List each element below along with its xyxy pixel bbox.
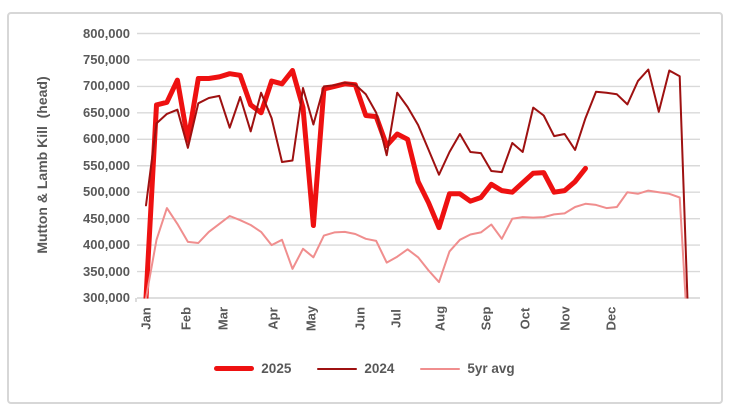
legend-label: 5yr avg bbox=[467, 361, 515, 376]
y-tick-label: 500,000 bbox=[83, 184, 130, 200]
x-tick-label-Nov: Nov bbox=[557, 306, 573, 331]
legend-line-swatch bbox=[420, 367, 461, 370]
x-tick-label-Mar: Mar bbox=[215, 306, 231, 331]
y-tick-label: 700,000 bbox=[83, 78, 130, 94]
legend-label: 2025 bbox=[261, 361, 292, 376]
x-tick-label-May: May bbox=[303, 305, 319, 332]
x-tick-label-Aug: Aug bbox=[432, 305, 448, 332]
y-tick-label: 800,000 bbox=[83, 25, 130, 41]
legend-line-swatch bbox=[317, 367, 358, 370]
y-tick-label: 650,000 bbox=[83, 104, 130, 120]
x-tick-label-Feb: Feb bbox=[178, 306, 194, 331]
y-tick-label: 600,000 bbox=[83, 131, 130, 147]
legend-line-swatch bbox=[214, 366, 255, 371]
x-tick-label-Jun: Jun bbox=[352, 306, 368, 331]
legend-item-2024: 2024 bbox=[317, 361, 394, 376]
y-tick-label: 350,000 bbox=[83, 263, 130, 279]
y-tick-label: 300,000 bbox=[83, 290, 130, 305]
y-tick-label: 400,000 bbox=[83, 237, 130, 253]
y-tick-label: 450,000 bbox=[83, 210, 130, 226]
x-tick-label-Oct: Oct bbox=[517, 307, 533, 330]
series-line-5yr-avg bbox=[145, 189, 687, 299]
y-axis-title: Mutton & Lamb Kill (head) bbox=[34, 76, 50, 254]
y-tick-label: 750,000 bbox=[83, 51, 130, 67]
series-line-2024 bbox=[145, 68, 689, 299]
x-tick-label-Jan: Jan bbox=[138, 307, 154, 330]
chart-legend: 2025 2024 5yr avg bbox=[0, 361, 729, 376]
legend-item-2025: 2025 bbox=[214, 361, 291, 376]
legend-label: 2024 bbox=[364, 361, 395, 376]
x-tick-label-Apr: Apr bbox=[265, 307, 281, 330]
legend-item-5yr-avg: 5yr avg bbox=[420, 361, 515, 376]
x-tick-label-Jul: Jul bbox=[388, 309, 404, 328]
x-tick-label-Dec: Dec bbox=[603, 306, 619, 331]
x-tick-label-Sep: Sep bbox=[478, 306, 494, 331]
series-line-2025 bbox=[143, 68, 588, 299]
y-tick-label: 550,000 bbox=[83, 157, 130, 173]
